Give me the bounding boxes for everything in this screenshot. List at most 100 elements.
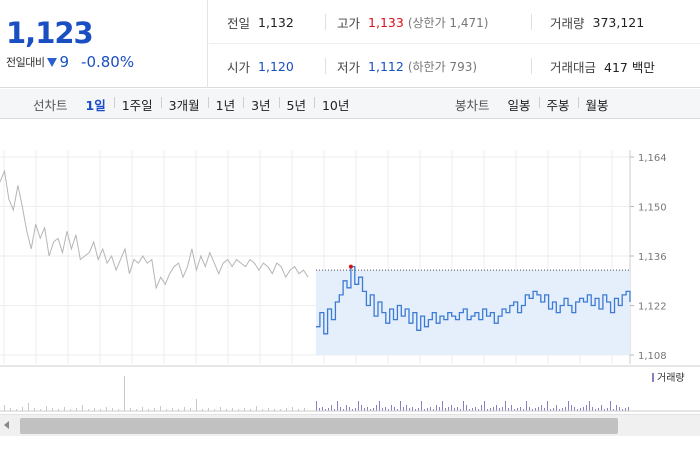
stat-sub: (상한가 1,471) <box>407 15 489 30</box>
tab-3y[interactable]: 3년 <box>243 95 278 114</box>
volume-bar <box>226 409 227 411</box>
volume-bar <box>622 409 623 411</box>
tab-1w[interactable]: 1주일 <box>113 95 161 114</box>
volume-bar <box>220 407 221 411</box>
volume-bar <box>538 407 539 411</box>
volume-bar <box>349 407 350 411</box>
volume-bar <box>415 409 416 411</box>
volume-bar <box>433 409 434 411</box>
volume-bar <box>553 408 554 411</box>
stat-amount: 거래대금 417 백만 <box>550 44 655 88</box>
volume-bar <box>619 407 620 411</box>
volume-bar <box>610 401 611 411</box>
volume-bar <box>124 376 125 411</box>
stat-label: 고가 <box>337 15 361 31</box>
volume-bar <box>130 408 131 411</box>
volume-bar <box>514 409 515 411</box>
y-tick-label: 1,164 <box>638 153 667 164</box>
volume-bar <box>448 407 449 411</box>
down-triangle-icon <box>47 57 58 67</box>
volume-bar <box>529 407 530 411</box>
volume-bar <box>406 405 407 411</box>
stat-low: 저가 1,112 (하한가 793) <box>337 44 477 88</box>
volume-bar <box>499 408 500 411</box>
volume-bar <box>454 408 455 411</box>
volume-bar <box>172 408 173 411</box>
volume-bar <box>532 409 533 411</box>
volume-bar <box>436 405 437 411</box>
volume-bar <box>64 407 65 411</box>
change-label: 전일대비 <box>6 56 45 69</box>
change-percent: -0.80% <box>81 53 135 71</box>
stat-value: 1,120 <box>258 58 294 74</box>
divider <box>531 14 532 30</box>
volume-bar <box>340 407 341 411</box>
tab-1d[interactable]: 1일 <box>85 97 106 113</box>
price-chart[interactable]: 1,164 1,150 1,136 1,122 1,108 거래량 <box>0 120 700 412</box>
stat-label: 거래대금 <box>550 59 597 75</box>
chart-scrollbar[interactable] <box>0 414 700 436</box>
volume-bar <box>460 409 461 411</box>
volume-bar <box>418 408 419 411</box>
volume-bar <box>178 409 179 411</box>
stat-high: 고가 1,133 (상한가 1,471) <box>337 0 488 44</box>
volume-bar <box>490 408 491 411</box>
stat-value: 1,112 <box>368 58 404 74</box>
volume-bar <box>238 409 239 411</box>
price-chart-svg: 1,164 1,150 1,136 1,122 1,108 거래량 <box>0 150 700 412</box>
tab-weekly-candle[interactable]: 주봉 <box>538 95 578 114</box>
volume-bar <box>526 401 527 411</box>
volume-bar <box>382 408 383 411</box>
stat-label: 전일 <box>227 15 251 31</box>
chart-period-tabbar: 선차트 1일 1주일 3개월 1년 3년 5년 10년 봉차트 일봉 주봉 월봉 <box>0 89 700 119</box>
volume-bar <box>136 409 137 411</box>
tab-5y[interactable]: 5년 <box>278 95 314 114</box>
volume-bar <box>166 409 167 411</box>
volume-bar <box>355 408 356 411</box>
divider <box>531 58 532 74</box>
volume-bar <box>616 405 617 411</box>
volume-bars <box>4 376 629 411</box>
volume-bar <box>208 408 209 411</box>
volume-bar <box>22 407 23 411</box>
line-chart-tabs: 선차트 1일 1주일 3개월 1년 3년 5년 10년 <box>33 89 357 119</box>
today-range-fill <box>316 270 630 355</box>
volume-bar <box>589 401 590 411</box>
volume-bar <box>625 408 626 411</box>
y-tick-label: 1,122 <box>638 302 667 313</box>
volume-bar <box>571 405 572 411</box>
volume-bar <box>442 401 443 411</box>
volume-bar <box>94 408 95 411</box>
volume-bar <box>346 405 347 411</box>
volume-bar <box>343 409 344 411</box>
stat-value: 373,121 <box>592 14 645 30</box>
volume-bar <box>184 407 185 411</box>
volume-bar <box>274 409 275 411</box>
volume-bar <box>391 405 392 411</box>
tab-monthly-candle[interactable]: 월봉 <box>577 95 617 114</box>
volume-bar <box>595 409 596 411</box>
y-tick-label: 1,150 <box>638 203 667 214</box>
tab-daily-candle[interactable]: 일봉 <box>507 97 531 113</box>
volume-bar <box>373 408 374 411</box>
volume-bar <box>292 407 293 411</box>
volume-bar <box>556 405 557 411</box>
volume-bar <box>577 409 578 411</box>
high-marker <box>348 264 353 269</box>
volume-bar <box>40 409 41 411</box>
scrollbar-thumb[interactable] <box>20 418 618 434</box>
volume-bar <box>505 401 506 411</box>
tab-10y[interactable]: 10년 <box>313 95 357 114</box>
scroll-left-arrow-icon[interactable] <box>4 421 9 429</box>
volume-bar <box>361 405 362 411</box>
volume-bar <box>328 408 329 411</box>
volume-bar <box>412 407 413 411</box>
volume-bar <box>214 409 215 411</box>
stat-prev-close: 전일 1,132 <box>227 0 294 44</box>
change-row: 전일대비 9 -0.80% <box>6 53 134 71</box>
tab-3m[interactable]: 3개월 <box>160 95 208 114</box>
volume-bar <box>541 405 542 411</box>
quote-stats: 전일 1,132 고가 1,133 (상한가 1,471) 거래량 373,12… <box>209 0 700 88</box>
tab-1y[interactable]: 1년 <box>207 95 243 114</box>
current-price-box: 1,123 전일대비 9 -0.80% <box>0 0 208 88</box>
